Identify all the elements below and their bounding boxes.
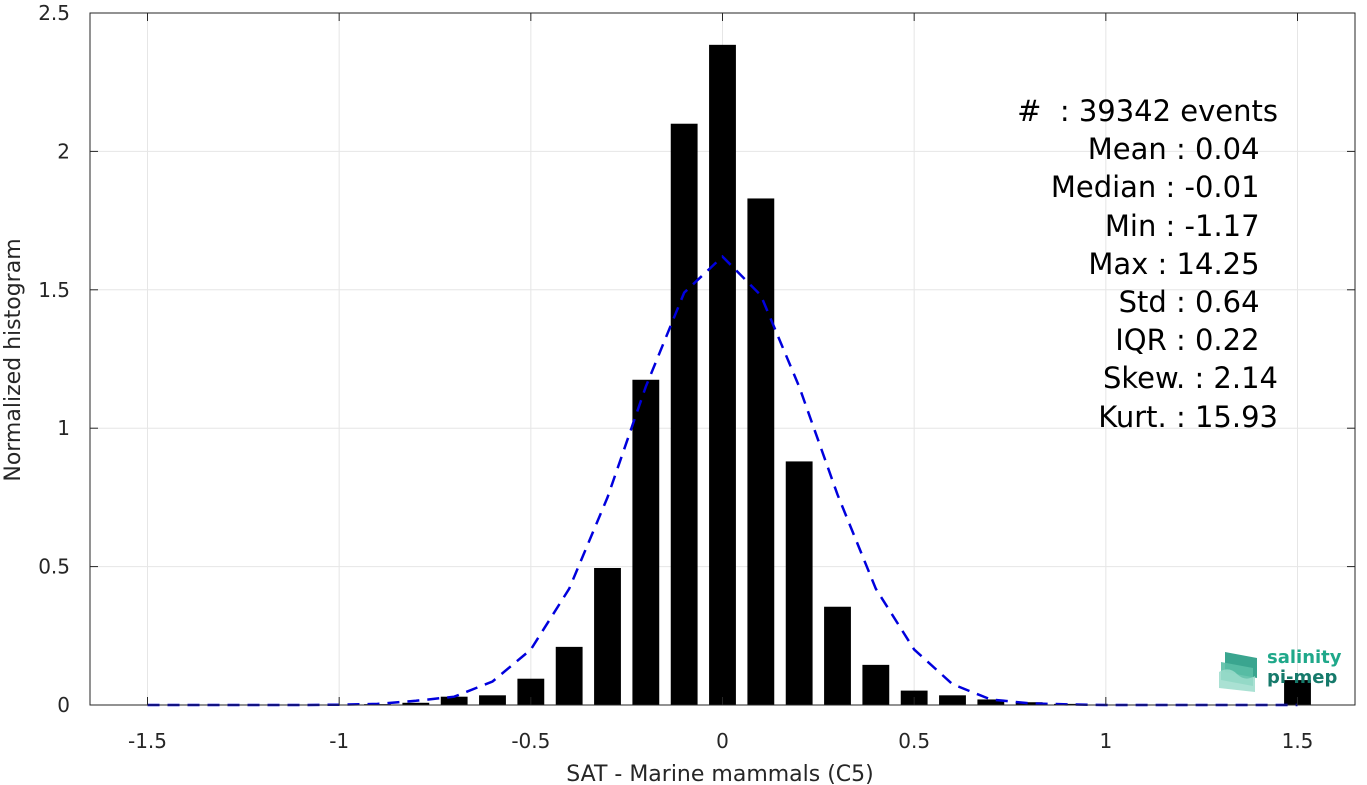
histogram-bar	[632, 379, 660, 705]
stat-median: Median : -0.01	[1050, 170, 1278, 205]
histogram-bar	[824, 606, 851, 705]
x-tick-label: -1	[329, 729, 349, 753]
wave-logo-icon	[1219, 652, 1257, 692]
stat-mean: Mean : 0.04	[1087, 132, 1278, 167]
x-tick-label: 1.5	[1282, 729, 1314, 753]
stat-skew: Skew. : 2.14	[1102, 361, 1278, 396]
salinity-pimep-logo: salinity pi-mep	[1217, 648, 1347, 694]
histogram-bar	[670, 123, 698, 706]
y-tick-label: 0	[57, 693, 70, 717]
plot-frame	[89, 12, 1356, 706]
x-tick-label: 1	[1099, 729, 1112, 753]
histogram-bar	[479, 695, 506, 705]
y-tick-label: 1	[57, 416, 70, 440]
histogram-bar	[977, 699, 1005, 705]
x-tick-label: 0	[716, 729, 729, 753]
x-tick-labels: -1.5 -1 -0.5 0 0.5 1 1.5	[128, 729, 1313, 753]
histogram-bar	[402, 702, 430, 705]
stat-iqr: IQR : 0.22	[1115, 323, 1278, 358]
statistics-box: # : 39342 events Mean : 0.04 Median : -0…	[1017, 92, 1278, 436]
histogram-bar	[939, 695, 966, 705]
stat-max: Max : 14.25	[1088, 246, 1278, 281]
y-tick-label: 2	[57, 139, 70, 163]
stat-kurt: Kurt. : 15.93	[1098, 399, 1278, 434]
histogram-bar	[440, 696, 468, 705]
histogram-bars	[364, 44, 1311, 706]
histogram-bar	[709, 44, 736, 705]
y-tick-label: 1.5	[38, 278, 70, 302]
stat-count: # : 39342 events	[1017, 94, 1278, 128]
histogram-bar	[555, 646, 583, 705]
histogram-bar	[1015, 702, 1043, 705]
logo-text-pimep: pi-mep	[1267, 667, 1338, 688]
y-tick-label: 2.5	[38, 1, 70, 25]
x-axis-label: SAT - Marine mammals (C5)	[566, 762, 874, 785]
y-axis-label: Normalized histogram	[1, 238, 26, 481]
stat-min: Min : -1.17	[1104, 208, 1278, 243]
x-tick-label: -0.5	[511, 729, 550, 753]
histogram-bar	[785, 461, 813, 705]
axes-frame	[89, 12, 1356, 706]
histogram-bar	[862, 664, 890, 705]
stat-std: Std : 0.64	[1118, 285, 1278, 320]
y-tick-labels: 0 0.5 1 1.5 2 2.5	[38, 1, 70, 717]
x-tick-label: -1.5	[128, 729, 167, 753]
x-tick-label: 0.5	[898, 729, 930, 753]
histogram-bar	[594, 567, 621, 705]
y-tick-label: 0.5	[38, 555, 70, 579]
logo-text-salinity: salinity	[1267, 647, 1342, 668]
histogram-bar	[747, 198, 775, 705]
